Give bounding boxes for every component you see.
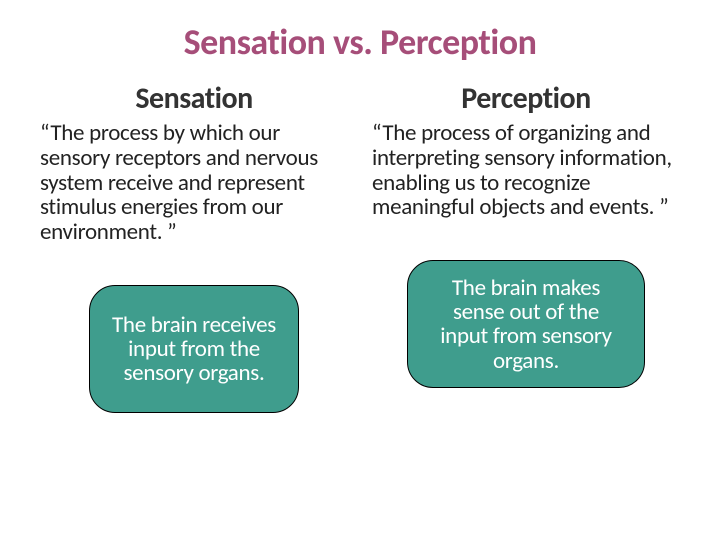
left-column: Sensation “The process by which our sens… xyxy=(40,74,348,413)
right-column-heading: Perception xyxy=(372,80,680,117)
right-summary-box: The brain makes sense out of the input f… xyxy=(407,260,645,388)
right-column: Perception “The process of organizing an… xyxy=(372,74,680,413)
right-box-wrap: The brain makes sense out of the input f… xyxy=(372,260,680,388)
right-definition-text: “The process of organizing and interpret… xyxy=(372,121,680,220)
left-box-wrap: The brain receives input from the sensor… xyxy=(40,285,348,413)
left-summary-box: The brain receives input from the sensor… xyxy=(89,285,299,413)
slide-title: Sensation vs. Perception xyxy=(40,20,680,64)
left-definition-text: “The process by which our sensory recept… xyxy=(40,121,348,245)
slide: Sensation vs. Perception Sensation “The … xyxy=(0,0,720,540)
two-column-layout: Sensation “The process by which our sens… xyxy=(40,74,680,413)
left-column-heading: Sensation xyxy=(40,80,348,117)
